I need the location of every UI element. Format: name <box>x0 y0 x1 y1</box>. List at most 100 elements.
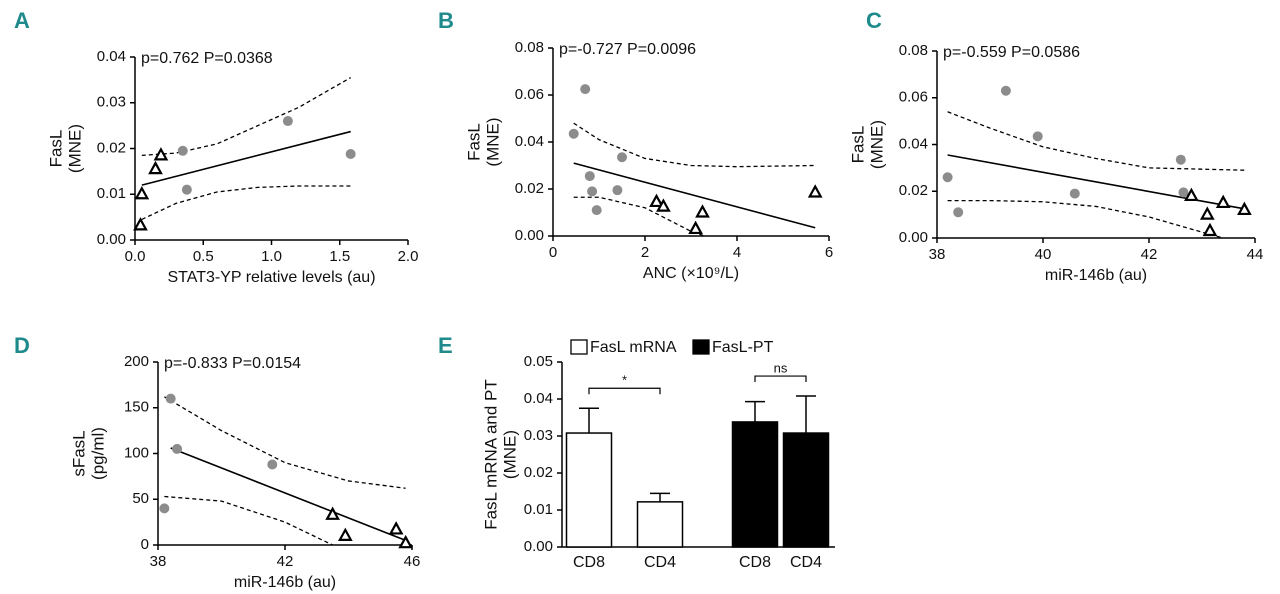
point <box>1237 201 1252 216</box>
y-tick-label: 0.02 <box>97 139 126 156</box>
y-tick-label: 0.03 <box>97 94 126 111</box>
y-tick-label: 0.00 <box>899 229 928 246</box>
y-axis-label: (MNE) <box>65 124 84 173</box>
legend-label: FasL-PT <box>712 339 774 356</box>
confidence-band <box>947 111 1245 171</box>
point <box>591 205 602 216</box>
y-tick-label: 0.04 <box>515 133 544 150</box>
y-tick-label: 50 <box>132 490 149 507</box>
y-tick-label: 0.08 <box>899 42 928 59</box>
y-axis-label: sFasL <box>69 430 88 476</box>
y-axis-label: FasL <box>46 130 65 168</box>
y-axis-label: (MNE) <box>500 430 519 479</box>
x-tick-label: 44 <box>1247 246 1264 263</box>
point <box>181 184 192 195</box>
x-tick-label: CD4 <box>790 554 822 571</box>
point <box>282 116 293 127</box>
confidence-band <box>573 122 816 168</box>
legend-label: FasL mRNA <box>590 339 677 356</box>
y-tick-label: 0.01 <box>97 185 126 202</box>
y-tick-label: 0.08 <box>515 39 544 56</box>
stat-annotation: p=0.762 P=0.0368 <box>141 50 273 67</box>
x-tick-label: CD4 <box>644 554 676 571</box>
y-tick-label: 0.01 <box>524 501 553 518</box>
point <box>172 443 183 454</box>
point <box>1069 188 1080 199</box>
point <box>267 459 278 470</box>
confidence-band <box>164 396 406 489</box>
y-tick-label: 150 <box>124 399 149 416</box>
x-tick-label: 0.0 <box>125 248 146 265</box>
point <box>159 503 170 514</box>
confidence-band <box>141 185 351 221</box>
significance-label: ns <box>774 360 788 375</box>
point <box>153 147 169 161</box>
panel-letter: A <box>14 8 30 33</box>
point <box>133 217 148 231</box>
y-tick-label: 0.00 <box>97 231 126 248</box>
x-axis-label: miR-146b (au) <box>234 574 336 591</box>
point <box>656 198 671 212</box>
point <box>587 186 598 197</box>
x-tick-label: 6 <box>825 244 833 261</box>
x-tick-label: 2 <box>641 244 649 261</box>
point <box>148 160 163 175</box>
confidence-band <box>164 495 333 546</box>
significance-bracket <box>754 375 807 383</box>
y-axis-label: FasL <box>848 126 867 164</box>
point <box>695 204 710 218</box>
x-tick-label: 42 <box>277 553 294 570</box>
panel-letter: D <box>14 333 30 358</box>
point <box>1000 85 1011 96</box>
significance-label: * <box>622 373 627 388</box>
point <box>584 171 595 182</box>
legend-swatch <box>570 339 588 355</box>
y-tick-label: 200 <box>124 353 149 370</box>
stat-annotation: p=-0.833 P=0.0154 <box>164 355 301 372</box>
bar <box>731 421 779 548</box>
y-tick-label: 0.00 <box>515 227 544 244</box>
point <box>612 185 623 196</box>
stat-annotation: p=-0.559 P=0.0586 <box>943 44 1080 61</box>
bar <box>782 432 830 548</box>
y-axis-label: (MNE) <box>483 117 502 166</box>
x-axis-label: ANC (×10⁹/L) <box>643 265 739 282</box>
point <box>688 220 703 235</box>
point <box>1215 194 1231 209</box>
regression-line <box>573 162 816 229</box>
y-tick-label: 0.06 <box>515 86 544 103</box>
y-axis-label: (MNE) <box>867 120 886 169</box>
point <box>617 152 627 163</box>
y-tick-label: 0.04 <box>97 48 126 65</box>
point <box>568 128 579 139</box>
significance-bracket <box>588 387 661 395</box>
y-tick-label: 0.05 <box>524 353 553 370</box>
point <box>325 506 340 520</box>
x-tick-label: 38 <box>929 246 946 263</box>
y-tick-label: 0.02 <box>524 464 553 481</box>
x-tick-label: 2.0 <box>398 248 419 265</box>
point <box>1178 187 1189 198</box>
x-tick-label: CD8 <box>573 554 605 571</box>
y-tick-label: 0.00 <box>524 538 553 555</box>
y-tick-label: 0 <box>141 536 149 553</box>
confidence-band <box>947 199 1224 239</box>
x-axis-label: miR-146b (au) <box>1045 267 1147 284</box>
y-axis-label: FasL <box>464 123 483 161</box>
point <box>134 185 150 200</box>
x-tick-label: 4 <box>733 244 741 261</box>
y-axis-label: FasL mRNA and PT <box>481 379 500 530</box>
point <box>337 527 353 541</box>
point <box>580 84 591 95</box>
x-tick-label: 0.5 <box>193 248 214 265</box>
regression-line <box>170 447 406 542</box>
panel-letter: B <box>438 8 454 33</box>
confidence-band <box>141 77 351 157</box>
point <box>649 193 664 208</box>
point <box>1184 187 1199 202</box>
x-tick-label: 1.0 <box>261 248 282 265</box>
y-tick-label: 0.04 <box>899 135 928 152</box>
point <box>388 521 404 535</box>
